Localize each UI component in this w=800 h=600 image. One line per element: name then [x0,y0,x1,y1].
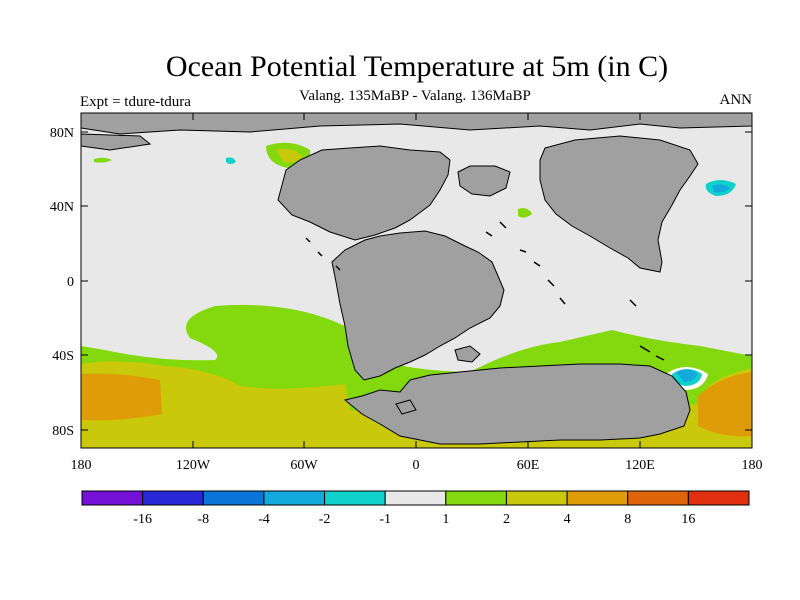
land-madagascar-india [454,345,481,363]
colorbar-box [445,490,507,506]
colorbar-box [505,490,568,506]
colorbar: -16 -8 -4 -2 -1 1 2 4 8 16 [81,490,750,527]
colorbar-label: 2 [503,512,510,527]
x-tick-label: 120W [176,458,211,473]
x-tick-labels: 180 120W 60W 0 60E 120E 180 [71,458,763,473]
colorbar-box [566,490,629,506]
y-tick-label: 40N [50,200,74,215]
colorbar-box [687,490,750,506]
anomaly-blue-south-patch [676,369,698,382]
anomaly-orange-pacific-patch [81,373,162,421]
colorbar-label: -8 [197,512,209,527]
colorbar-box [263,490,326,506]
colorbar-label: -4 [258,512,270,527]
colorbar-box [81,490,144,506]
land-eurasia [457,165,511,197]
map-subtitle: Valang. 135MaBP - Valang. 136MaBP [299,88,531,104]
x-tick-label: 60E [517,458,540,473]
land-south-island [395,399,417,415]
land-south-america-africa [331,230,505,381]
colorbar-label: -16 [133,512,152,527]
y-tick-labels: 80N 40N 0 40S 80S [50,126,74,439]
colorbar-box [384,490,447,506]
anomaly-blue-pacific-patch [712,184,730,193]
y-tick-label: 40S [52,349,74,364]
x-tick-label: 180 [71,458,92,473]
anomaly-yellow-arctic-patch [276,148,302,163]
anomaly-green-tethys-patch [518,208,532,218]
anomaly-yellow-south-strip [81,428,360,448]
y-axis [81,131,752,431]
colorbar-label: 16 [681,512,695,527]
land-masses [81,113,752,445]
colorbar-label: 1 [442,512,449,527]
colorbar-box [627,490,689,506]
x-tick-label: 120E [625,458,655,473]
x-tick-label: 180 [742,458,763,473]
x-tick-label: 0 [413,458,420,473]
land-north-america [277,145,451,241]
land-asia [539,135,699,273]
map-plot-area [81,113,752,448]
colorbar-label: 4 [564,512,571,527]
season-label: ANN [719,92,753,108]
y-tick-label: 0 [67,275,74,290]
island-dots [305,221,665,361]
colorbar-label: 8 [624,512,631,527]
colorbar-box [142,490,204,506]
colorbar-label: -2 [319,512,331,527]
x-tick-label: 60W [290,458,318,473]
map-title: Ocean Potential Temperature at 5m (in C) [165,50,669,83]
x-axis [80,113,753,448]
y-tick-label: 80N [50,126,74,141]
land-arctic-strip [81,113,752,135]
experiment-label: Expt = tdure-tdura [80,94,191,110]
land-west-arctic [81,133,152,151]
anomaly-cyan-arctic-patch [226,157,236,164]
anomaly-green-small-patch [94,157,112,163]
colorbar-label: -1 [379,512,391,527]
anomaly-orange-pacific-east-patch [698,372,752,437]
colorbar-box [324,490,386,506]
y-tick-label: 80S [52,424,74,439]
land-antarctica [343,363,691,445]
colorbar-box [202,490,265,506]
